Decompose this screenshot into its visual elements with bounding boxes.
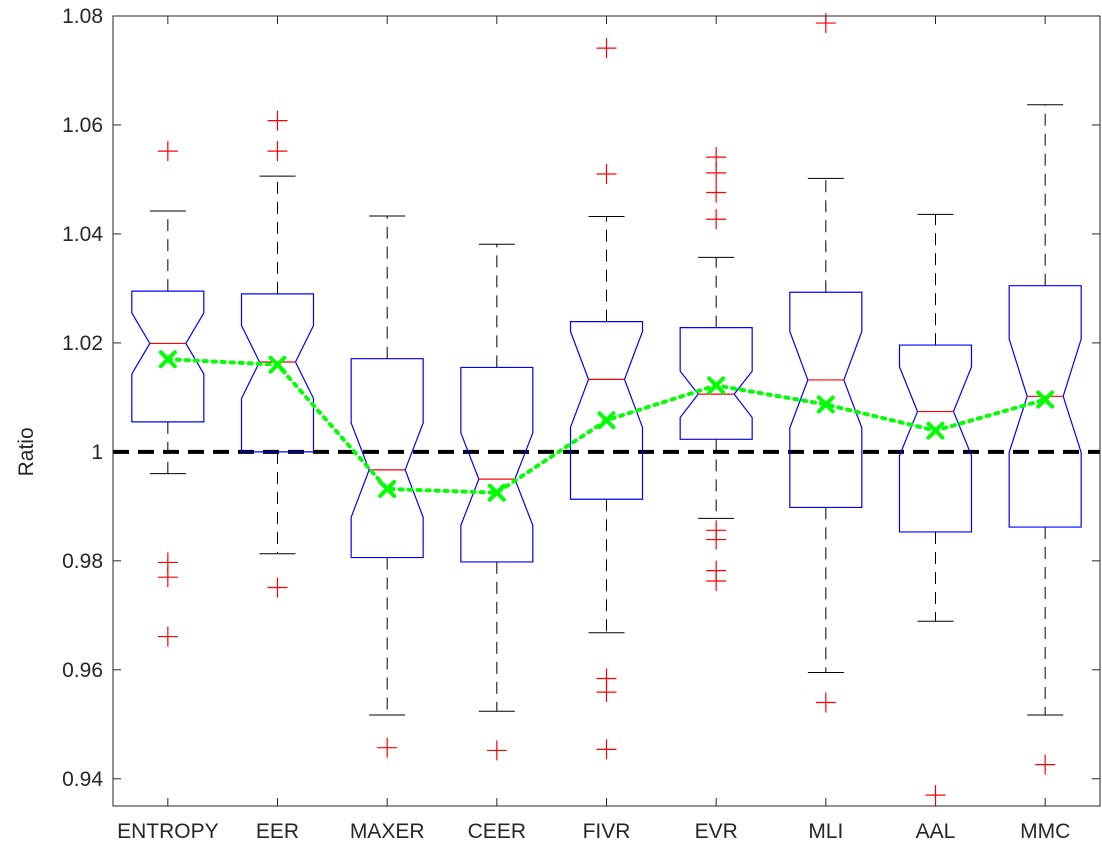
mean-marker-b	[378, 479, 397, 498]
y-tick-label: 0.98	[62, 550, 103, 573]
x-tick-label: MMC	[1020, 820, 1070, 843]
box-mmc	[1008, 104, 1082, 775]
mean-marker-b	[707, 376, 726, 395]
box-body	[240, 293, 315, 453]
mean-marker	[158, 350, 177, 369]
mean-marker-b	[268, 355, 287, 374]
box-entropy	[131, 141, 205, 647]
mean-marker-b	[597, 411, 616, 430]
y-tick-label: 1	[91, 441, 103, 464]
box-eer	[240, 110, 315, 598]
x-tick-label: EER	[256, 820, 299, 843]
box-body	[1008, 285, 1082, 528]
mean-marker	[926, 421, 945, 440]
plot-frame	[112, 15, 1101, 807]
box-body	[350, 358, 424, 559]
box-fivr	[569, 38, 644, 760]
x-tick-label: ENTROPY	[117, 820, 219, 843]
mean-marker	[268, 355, 287, 374]
mean-marker	[597, 411, 616, 430]
box-ceer	[460, 243, 534, 761]
y-tick-label: 1.04	[62, 223, 103, 246]
y-tick-label: 1.06	[62, 114, 103, 137]
box-body	[131, 290, 205, 423]
mean-marker-b	[926, 421, 945, 440]
x-tick-label: AAL	[916, 820, 956, 843]
mean-marker	[487, 483, 506, 502]
box-body	[460, 366, 534, 563]
box-body	[789, 291, 863, 509]
box-evr	[679, 147, 753, 591]
mean-line-layer	[158, 350, 1055, 502]
box-mli	[789, 13, 863, 713]
boxes-layer	[131, 13, 1082, 806]
box-body	[569, 321, 644, 500]
y-tick-label: 0.96	[62, 659, 103, 682]
x-tick-label: MAXER	[350, 820, 425, 843]
x-tick-label: FIVR	[583, 820, 631, 843]
mean-marker-b	[1036, 390, 1055, 409]
mean-marker-b	[487, 483, 506, 502]
mean-marker	[816, 395, 835, 414]
mean-marker-b	[816, 395, 835, 414]
y-tick-label: 1.08	[62, 5, 103, 28]
box-body	[679, 327, 753, 440]
mean-marker	[378, 479, 397, 498]
y-tick-label: 0.94	[62, 768, 103, 791]
x-tick-label: MLI	[808, 820, 843, 843]
x-tick-label: CEER	[468, 820, 526, 843]
mean-marker	[707, 376, 726, 395]
y-tick-label: 1.02	[62, 332, 103, 355]
mean-marker	[1036, 390, 1055, 409]
x-tick-label: EVR	[695, 820, 738, 843]
tick-labels: 0.94 0.96 0.98 1 1.02 1.04 1.06 1.08 ENTROPY EER M…	[62, 5, 1070, 843]
mean-marker-b	[158, 350, 177, 369]
y-axis-label: Ratio	[15, 427, 38, 476]
box-maxer	[350, 215, 424, 758]
